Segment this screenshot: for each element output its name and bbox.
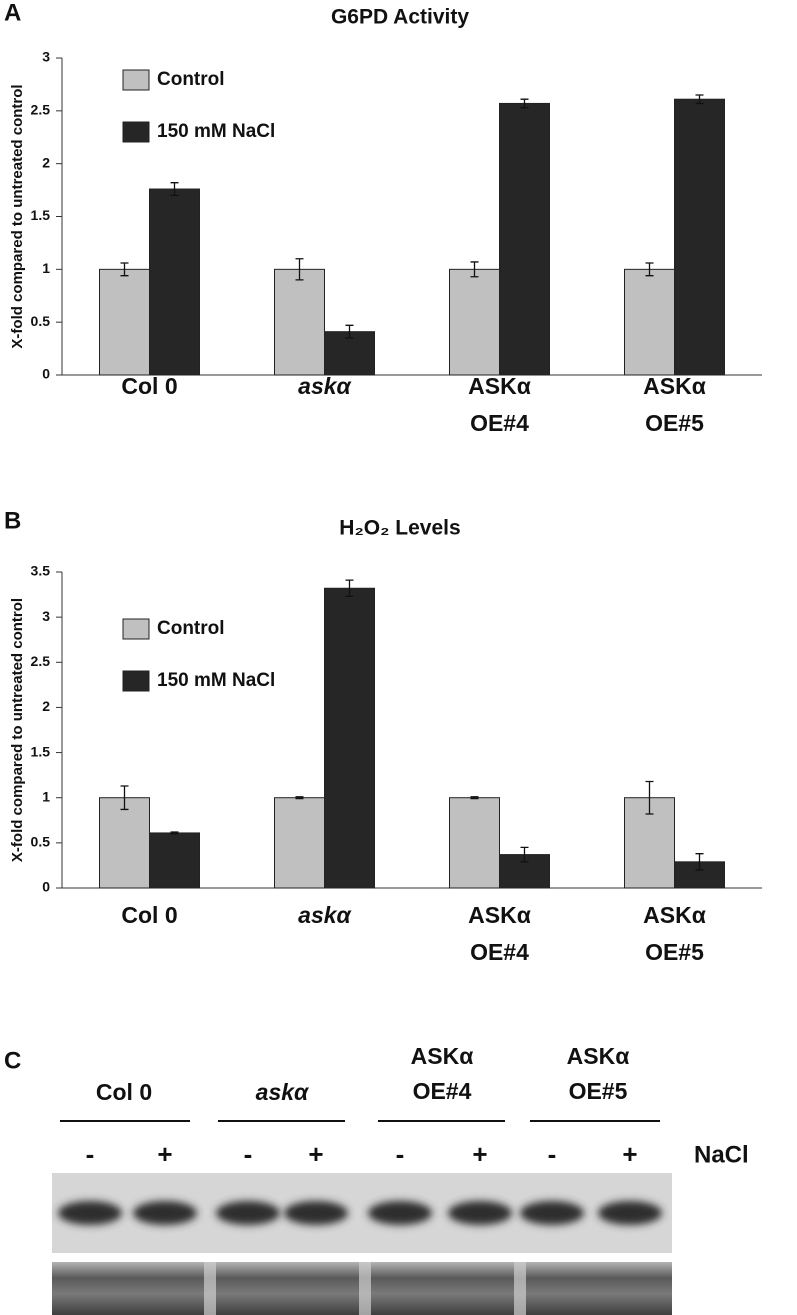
panel-label: A bbox=[4, 0, 21, 26]
error-bar bbox=[345, 579, 354, 598]
x-tick-label: ASKα OE#5 bbox=[643, 373, 706, 436]
treatment-sign: - bbox=[548, 1139, 557, 1169]
panel-label: C bbox=[4, 1047, 21, 1074]
bar bbox=[449, 797, 500, 889]
group-label: Col 0 bbox=[96, 1079, 152, 1105]
error-bar bbox=[645, 780, 654, 815]
y-tick-label: 2.5 bbox=[31, 653, 51, 669]
y-tick-label: 1 bbox=[42, 260, 50, 276]
treatment-sign: - bbox=[86, 1139, 95, 1169]
bar bbox=[624, 268, 675, 376]
error-bar bbox=[120, 262, 129, 277]
error-bar bbox=[295, 258, 304, 281]
legend-swatch bbox=[122, 618, 150, 640]
y-axis-label: X-fold compared to untreated control bbox=[9, 598, 26, 862]
lane-gap bbox=[359, 1262, 371, 1315]
treatment-sign: - bbox=[396, 1139, 405, 1169]
x-tick-label: ASKα OE#5 bbox=[643, 902, 706, 965]
chart-title: H₂O₂ Levels bbox=[339, 517, 460, 540]
protein-band bbox=[133, 1201, 197, 1225]
protein-band bbox=[368, 1201, 432, 1225]
error-bar bbox=[645, 262, 654, 277]
error-bar bbox=[520, 846, 529, 863]
legend-label: 150 mM NaCl bbox=[157, 670, 275, 691]
protein-band bbox=[284, 1201, 348, 1225]
y-axis-label: X-fold compared to untreated control bbox=[9, 84, 26, 348]
protein-band bbox=[520, 1201, 584, 1225]
bar bbox=[324, 587, 375, 889]
treatment-sign: + bbox=[472, 1139, 487, 1169]
treatment-sign: + bbox=[157, 1139, 172, 1169]
error-bar bbox=[295, 796, 304, 800]
x-tick-label: Col 0 bbox=[121, 373, 177, 399]
protein-band bbox=[58, 1201, 122, 1225]
bar bbox=[274, 268, 325, 376]
group-label: ASKα OE#5 bbox=[567, 1043, 630, 1104]
bar bbox=[324, 331, 375, 376]
x-tick-label: askα bbox=[298, 902, 352, 928]
bar bbox=[99, 268, 150, 376]
protein-band bbox=[448, 1201, 512, 1225]
legend-swatch bbox=[122, 670, 150, 692]
error-bar bbox=[470, 261, 479, 278]
bar bbox=[99, 797, 150, 889]
y-tick-label: 0 bbox=[42, 879, 50, 895]
y-tick-label: 0 bbox=[42, 366, 50, 382]
chart-title: G6PD Activity bbox=[331, 6, 469, 29]
y-tick-label: 3.5 bbox=[31, 563, 51, 579]
error-bar bbox=[470, 796, 479, 800]
treatment-sign: + bbox=[308, 1139, 323, 1169]
error-bar bbox=[170, 182, 179, 197]
panel-label: B bbox=[4, 507, 21, 534]
x-tick-label: Col 0 bbox=[121, 902, 177, 928]
x-tick-label: askα bbox=[298, 373, 352, 399]
treatment-sign: - bbox=[244, 1139, 253, 1169]
error-bar bbox=[170, 831, 179, 835]
error-bar bbox=[695, 853, 704, 871]
legend-label: Control bbox=[157, 69, 225, 90]
y-tick-label: 0.5 bbox=[31, 313, 51, 329]
western-blot bbox=[52, 1173, 672, 1315]
error-bar bbox=[120, 785, 129, 811]
y-tick-label: 1.5 bbox=[31, 743, 51, 759]
error-bar bbox=[345, 324, 354, 339]
treatment-sign: + bbox=[622, 1139, 637, 1169]
y-tick-label: 2 bbox=[42, 154, 50, 170]
group-label: askα bbox=[256, 1079, 310, 1105]
lane-gap bbox=[514, 1262, 526, 1315]
error-bar bbox=[520, 98, 529, 109]
legend-label: Control bbox=[157, 618, 225, 639]
y-tick-label: 2.5 bbox=[31, 102, 51, 118]
bar bbox=[674, 98, 725, 376]
protein-band bbox=[216, 1201, 280, 1225]
x-tick-label: ASKα OE#4 bbox=[468, 373, 531, 436]
bar bbox=[274, 797, 325, 889]
y-tick-label: 2 bbox=[42, 698, 50, 714]
y-tick-label: 0.5 bbox=[31, 834, 51, 850]
y-tick-label: 1.5 bbox=[31, 207, 51, 223]
legend-label: 150 mM NaCl bbox=[157, 121, 275, 142]
x-tick-label: ASKα OE#4 bbox=[468, 902, 531, 965]
lane-gap bbox=[204, 1262, 216, 1315]
y-tick-label: 3 bbox=[42, 608, 50, 624]
protein-band bbox=[598, 1201, 662, 1225]
legend-swatch bbox=[122, 121, 150, 143]
bar bbox=[499, 102, 550, 376]
treatment-label: NaCl bbox=[694, 1141, 749, 1168]
bar bbox=[449, 268, 500, 376]
y-tick-label: 3 bbox=[42, 49, 50, 65]
legend-swatch bbox=[122, 69, 150, 91]
y-tick-label: 1 bbox=[42, 788, 50, 804]
group-label: ASKα OE#4 bbox=[411, 1043, 474, 1104]
bar bbox=[149, 832, 200, 889]
error-bar bbox=[695, 94, 704, 105]
bar bbox=[149, 188, 200, 376]
